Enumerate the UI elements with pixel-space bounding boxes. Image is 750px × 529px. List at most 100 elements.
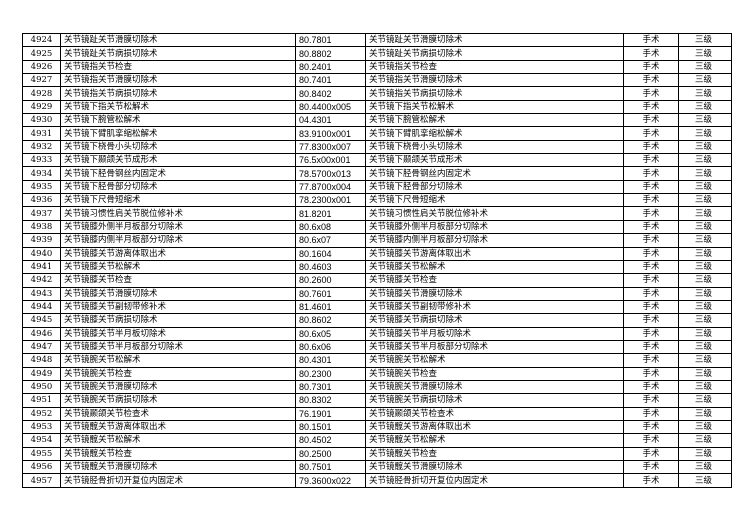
row-number: 4954 [22, 433, 61, 448]
table-row: 4928 关节镜指关节病损切除术 80.8402 关节镜指关节病损切除术 手术 三级 [22, 86, 732, 101]
category: 手术 [623, 259, 679, 275]
procedure-code: 78.5700x013 [295, 166, 366, 181]
category: 手术 [623, 339, 679, 355]
procedure-name-alt: 关节镜腕关节病损切除术 [365, 393, 624, 408]
level: 三级 [678, 206, 732, 221]
row-number: 4937 [22, 206, 61, 221]
procedure-code: 80.4301 [295, 353, 366, 368]
table-row: 4943 关节镜膝关节滑膜切除术 80.7601 关节镜膝关节滑膜切除术 手术 三级 [22, 286, 732, 301]
procedure-code: 76.5x00x001 [295, 153, 366, 168]
procedure-name-alt: 关节镜下桡骨小头切除术 [365, 139, 624, 155]
table-row: 4951 关节镜腕关节病损切除术 80.8302 关节镜腕关节病损切除术 手术 三级 [22, 393, 732, 408]
procedure-name: 关节镜腕关节滑膜切除术 [60, 379, 296, 395]
category: 手术 [623, 153, 679, 168]
procedure-name: 关节镜膝关节检查 [60, 273, 296, 288]
row-number: 4957 [22, 473, 61, 488]
level: 三级 [678, 459, 732, 475]
level: 三级 [678, 473, 732, 488]
table-row: 4937 关节镜习惯性肩关节脱位修补术 81.8201 关节镜习惯性肩关节脱位修补术手… [22, 206, 732, 221]
procedure-name-alt: 关节镜膝外侧半月板部分切除术 [365, 219, 624, 235]
procedure-name-alt: 关节镜膝内侧半月板部分切除术 [365, 233, 624, 248]
category: 手术 [623, 353, 679, 368]
row-number: 4948 [22, 353, 61, 368]
procedure-code: 80.6x05 [295, 326, 366, 341]
procedure-name-alt: 关节镜下尺骨短缩术 [365, 193, 624, 208]
level: 三级 [678, 339, 732, 355]
procedure-name: 关节镜下桡骨小头切除术 [60, 139, 296, 155]
procedure-code: 81.4601 [295, 299, 366, 315]
table-row: 4941 关节镜膝关节松解术 80.4603 关节镜膝关节松解术 手术 三级 [22, 259, 732, 275]
category: 手术 [623, 446, 679, 462]
row-number: 4931 [22, 126, 61, 141]
procedure-code: 77.8700x004 [295, 179, 366, 195]
procedure-code: 80.8402 [295, 86, 366, 101]
procedure-name: 关节镜下尺骨短缩术 [60, 193, 296, 208]
level: 三级 [678, 193, 732, 208]
level: 三级 [678, 259, 732, 275]
level: 三级 [678, 393, 732, 408]
row-number: 4941 [22, 259, 61, 275]
procedure-name: 关节镜下胫骨部分切除术 [60, 179, 296, 195]
level: 三级 [678, 233, 732, 248]
procedure-name: 关节镜趾关节病损切除术 [60, 46, 296, 61]
level: 三级 [678, 419, 732, 435]
procedure-name-alt: 关节镜膝关节副韧带修补术 [365, 299, 624, 315]
procedure-name: 关节镜下指关节松解术 [60, 99, 296, 115]
category: 手术 [623, 59, 679, 75]
procedure-code: 80.6x07 [295, 233, 366, 248]
procedure-name-alt: 关节镜下胫骨部分切除术 [365, 179, 624, 195]
row-number: 4924 [22, 32, 61, 48]
row-number: 4947 [22, 339, 61, 355]
level: 三级 [678, 379, 732, 395]
row-number: 4935 [22, 179, 61, 195]
procedure-name-alt: 关节镜髋关节游离体取出术 [365, 419, 624, 435]
table-row: 4953 关节镜髋关节游离体取出术 80.1501 关节镜髋关节游离体取出术 手术 三级 [22, 419, 732, 435]
procedure-name: 关节镜膝关节游离体取出术 [60, 246, 296, 261]
table-row: 4925 关节镜趾关节病损切除术 80.8802 关节镜趾关节病损切除术 手术 三级 [22, 46, 732, 61]
category: 手术 [623, 179, 679, 195]
procedure-code: 80.2600 [295, 273, 366, 288]
category: 手术 [623, 459, 679, 475]
category: 手术 [623, 313, 679, 328]
procedure-code: 80.2401 [295, 59, 366, 75]
procedure-name: 关节镜膝关节滑膜切除术 [60, 286, 296, 301]
table-row: 4940 关节镜膝关节游离体取出术 80.1604 关节镜膝关节游离体取出术 手术 三级 [22, 246, 732, 261]
row-number: 4932 [22, 139, 61, 155]
procedure-name-alt: 关节镜腕关节检查 [365, 366, 624, 381]
procedure-code: 80.4400x005 [295, 99, 366, 115]
procedure-name: 关节镜髋关节滑膜切除术 [60, 459, 296, 475]
table-row: 4931 关节镜下臂肌挛缩松解术 83.9100x001 关节镜下臂肌挛缩松解术 手术三… [22, 126, 732, 141]
category: 手术 [623, 406, 679, 421]
level: 三级 [678, 366, 732, 381]
procedure-name: 关节镜膝关节松解术 [60, 259, 296, 275]
level: 三级 [678, 446, 732, 462]
level: 三级 [678, 113, 732, 128]
procedure-name-alt: 关节镜腕关节松解术 [365, 353, 624, 368]
table-row: 4929 关节镜下指关节松解术 80.4400x005 关节镜下指关节松解术 手术 三级 [22, 99, 732, 115]
procedure-name-alt: 关节镜胫骨折切开复位内固定术 [365, 473, 624, 488]
table-row: 4950 关节镜腕关节滑膜切除术 80.7301 关节镜腕关节滑膜切除术 手术 三级 [22, 379, 732, 395]
row-number: 4926 [22, 59, 61, 75]
level: 三级 [678, 153, 732, 168]
level: 三级 [678, 326, 732, 341]
table-row: 4932 关节镜下桡骨小头切除术 77.8300x007 关节镜下桡骨小头切除术 手术三… [22, 139, 732, 155]
row-number: 4953 [22, 419, 61, 435]
row-number: 4925 [22, 46, 61, 61]
table-row: 4924 关节镜趾关节滑膜切除术 80.7801 关节镜趾关节滑膜切除术 手术 三级 [22, 32, 732, 48]
level: 三级 [678, 273, 732, 288]
level: 三级 [678, 246, 732, 261]
level: 三级 [678, 86, 732, 101]
procedure-code: 83.9100x001 [295, 126, 366, 141]
procedure-name-alt: 关节镜膝关节病损切除术 [365, 313, 624, 328]
table-row: 4935 关节镜下胫骨部分切除术 77.8700x004 关节镜下胫骨部分切除术 手术三… [22, 179, 732, 195]
procedure-name-alt: 关节镜髋关节松解术 [365, 433, 624, 448]
procedure-name-alt: 关节镜膝关节松解术 [365, 259, 624, 275]
category: 手术 [623, 166, 679, 181]
row-number: 4930 [22, 113, 61, 128]
row-number: 4929 [22, 99, 61, 115]
procedure-name-alt: 关节镜习惯性肩关节脱位修补术 [365, 206, 624, 221]
category: 手术 [623, 126, 679, 141]
row-number: 4946 [22, 326, 61, 341]
category: 手术 [623, 299, 679, 315]
procedure-name-alt: 关节镜下颞颌关节成形术 [365, 153, 624, 168]
